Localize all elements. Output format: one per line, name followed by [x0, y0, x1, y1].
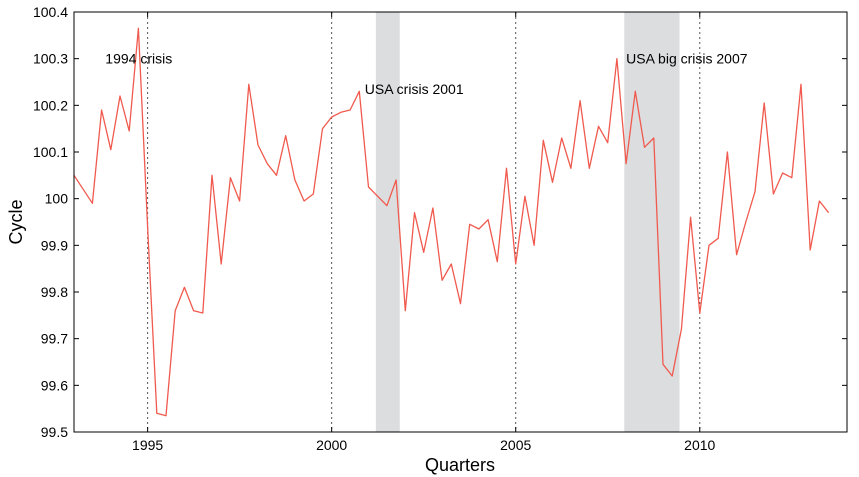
y-tick-label-100.2: 100.2 [33, 97, 68, 113]
annotations: 1994 crisis USA crisis 2001 USA big crisis… [105, 51, 747, 97]
x-tick-label-1995: 1995 [132, 437, 163, 453]
x-axis-title: Quarters [425, 455, 495, 475]
y-tick-label-100: 100 [45, 191, 69, 207]
x-tick-label-2000: 2000 [316, 437, 347, 453]
y-axis-title: Cycle [6, 199, 26, 244]
y-tick-label-99.6: 99.6 [41, 377, 68, 393]
y-tick-label-100.3: 100.3 [33, 51, 68, 67]
crisis-shaded-regions [375, 12, 680, 432]
x-axis-ticks: 1995 2000 2005 2010 [132, 12, 716, 453]
plot-frame [73, 11, 848, 433]
vertical-gridlines [147, 12, 701, 432]
annotation-2: USA crisis 2001 [365, 81, 464, 97]
crisis-shade-1 [375, 12, 400, 432]
y-tick-label-99.5: 99.5 [41, 424, 68, 440]
y-tick-label-99.9: 99.9 [41, 237, 68, 253]
x-tick-label-2010: 2010 [684, 437, 715, 453]
cycle-series [73, 27, 830, 417]
cycle-line [73, 27, 830, 417]
y-tick-label-99.8: 99.8 [41, 284, 68, 300]
annotation-3: USA big crisis 2007 [626, 51, 748, 67]
y-tick-label-100.4: 100.4 [33, 4, 68, 20]
y-tick-label-100.1: 100.1 [33, 144, 68, 160]
y-tick-label-99.7: 99.7 [41, 331, 68, 347]
x-tick-label-2005: 2005 [500, 437, 531, 453]
annotation-1: 1994 crisis [105, 51, 172, 67]
crisis-shade-2 [624, 12, 680, 432]
y-axis-ticks: 99.5 99.6 99.7 99.8 99.9 100 100.1 100.2 100.3 10… [33, 4, 847, 440]
